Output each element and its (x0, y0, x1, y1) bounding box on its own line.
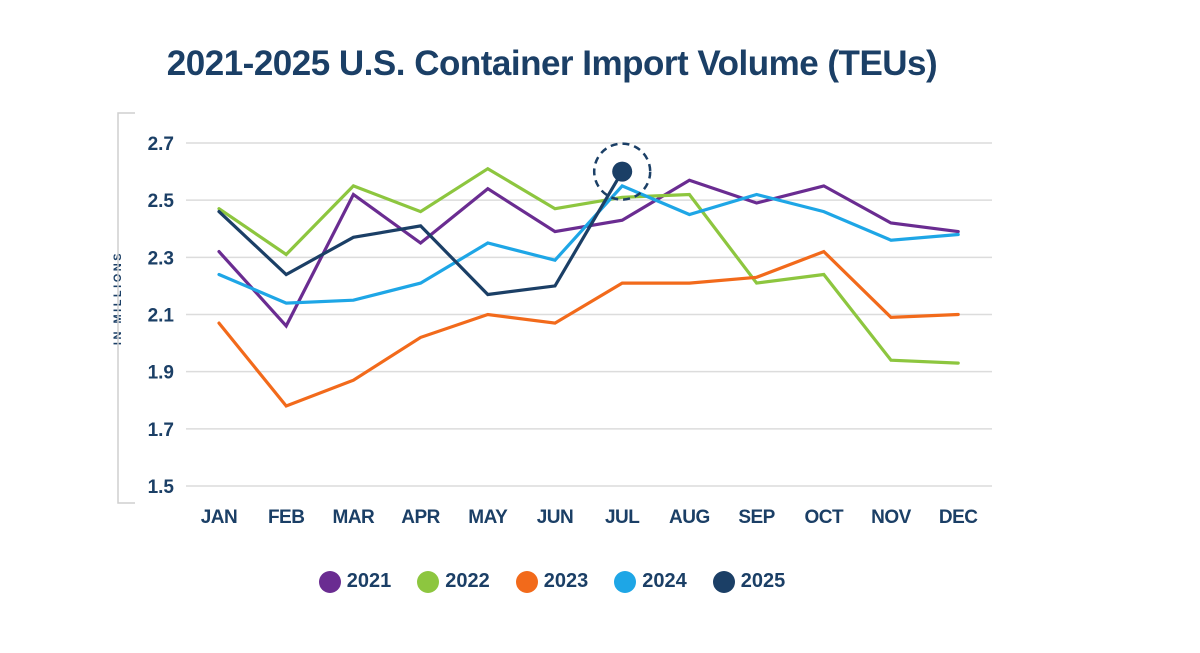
legend-swatch-icon (417, 570, 440, 593)
legend-label: 2025 (740, 570, 786, 592)
series-line-2023 (217, 249, 960, 408)
legend-label: 2024 (642, 570, 687, 592)
highlight-dashed-ring (592, 142, 652, 201)
y-tick-label: 1.7 (148, 420, 174, 441)
series-line-2025 (217, 170, 624, 297)
legend-swatch-icon (712, 570, 735, 593)
highlight-annotation (592, 142, 652, 201)
x-tick-label: NOV (871, 507, 912, 528)
gridlines (186, 142, 992, 487)
y-tick-label: 2.5 (148, 191, 175, 212)
legend-label: 2022 (445, 570, 490, 592)
y-tick-labels: 1.5 1.7 1.9 2.1 2.3 2.5 2.7 (148, 134, 175, 498)
legend-swatch-icon (318, 570, 341, 593)
x-tick-label: APR (401, 507, 440, 528)
y-axis-bracket-line (117, 112, 135, 504)
x-tick-label: MAR (333, 507, 376, 528)
x-tick-label: JAN (201, 507, 238, 528)
legend: 2021 2022 2023 2024 2025 (0, 570, 1104, 593)
y-tick-label: 1.5 (148, 477, 175, 498)
legend-label: 2021 (346, 570, 392, 592)
legend-label: 2023 (543, 570, 589, 592)
legend-item-2025: 2025 (712, 570, 786, 593)
x-tick-label: SEP (738, 507, 775, 528)
y-tick-label: 2.3 (148, 248, 174, 269)
x-tick-label: FEB (268, 507, 305, 528)
series-line-2024 (217, 183, 960, 305)
x-tick-label: DEC (939, 507, 978, 528)
x-tick-label: JUL (605, 507, 640, 528)
legend-item-2021: 2021 (318, 570, 392, 593)
x-tick-label: MAY (468, 507, 508, 528)
x-tick-label: AUG (669, 507, 710, 528)
y-axis-bracket (117, 112, 135, 504)
legend-item-2024: 2024 (614, 570, 687, 593)
series-line-2022 (217, 166, 960, 365)
legend-swatch-icon (614, 570, 637, 593)
chart-title: 2021-2025 U.S. Container Import Volume (… (166, 44, 938, 83)
x-tick-label: OCT (804, 507, 844, 528)
legend-item-2022: 2022 (417, 570, 490, 593)
x-tick-labels: JAN FEB MAR APR MAY JUN JUL AUG SEP OCT NOV DEC (201, 507, 979, 528)
legend-swatch-icon (515, 570, 538, 593)
highlight-marker-dot (612, 161, 633, 182)
legend-item-2023: 2023 (515, 570, 589, 593)
y-tick-label: 2.1 (148, 306, 175, 327)
y-tick-label: 1.9 (148, 363, 174, 384)
x-tick-label: JUN (537, 507, 574, 528)
y-tick-label: 2.7 (148, 134, 174, 155)
series-lines (217, 166, 960, 408)
